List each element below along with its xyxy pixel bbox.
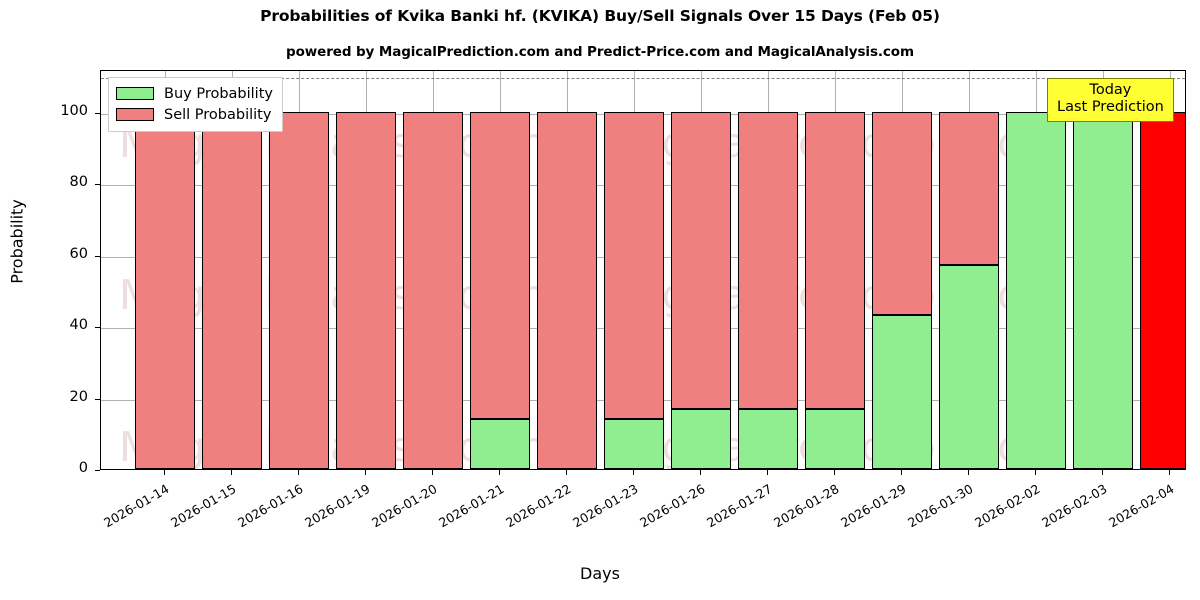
- bar-segment-buy[interactable]: [804, 409, 865, 469]
- bar-segment-buy[interactable]: [603, 419, 664, 469]
- bar-segment-buy[interactable]: [1005, 111, 1066, 469]
- bar-group[interactable]: [201, 71, 262, 469]
- x-axis-tick-mark: [901, 470, 902, 475]
- bar-segment-sell[interactable]: [938, 111, 999, 266]
- x-axis-tick-mark: [767, 470, 768, 475]
- bar-segment-sell[interactable]: [268, 111, 329, 469]
- bar-segment-buy[interactable]: [737, 409, 798, 469]
- x-axis-tick-mark: [1169, 470, 1170, 475]
- bar-segment-sell[interactable]: [201, 111, 262, 469]
- bar-segment-sell[interactable]: [469, 111, 530, 419]
- chart-subtitle: powered by MagicalPrediction.com and Pre…: [286, 44, 914, 60]
- bar-group[interactable]: [871, 71, 932, 469]
- bar-segment-sell[interactable]: [134, 111, 195, 469]
- x-axis-tick-mark: [700, 470, 701, 475]
- x-axis-tick-mark: [298, 470, 299, 475]
- y-axis-tick-label: 20: [69, 388, 88, 405]
- y-axis-tick-label: 100: [60, 102, 88, 119]
- x-axis-tick-mark: [164, 470, 165, 475]
- y-axis-tick-label: 80: [69, 174, 88, 191]
- bar-segment-buy[interactable]: [670, 409, 731, 469]
- y-axis-tick-mark: [95, 112, 100, 114]
- y-axis-tick-mark: [95, 184, 100, 186]
- x-axis-tick-mark: [432, 470, 433, 475]
- x-axis-tick-mark: [834, 470, 835, 475]
- x-axis-tick-mark: [968, 470, 969, 475]
- bar-group[interactable]: [1072, 71, 1133, 469]
- bar-group[interactable]: [737, 71, 798, 469]
- chart-legend: Buy Probability Sell Probability: [108, 77, 283, 132]
- legend-label-sell: Sell Probability: [164, 106, 272, 123]
- legend-item-sell: Sell Probability: [116, 104, 273, 125]
- bar-group[interactable]: [134, 71, 195, 469]
- bar-group[interactable]: [335, 71, 396, 469]
- bar-segment-buy[interactable]: [871, 315, 932, 469]
- today-annotation: Today Last Prediction: [1047, 78, 1174, 123]
- bar-group[interactable]: [536, 71, 597, 469]
- bar-segment-sell[interactable]: [536, 111, 597, 469]
- bar-group[interactable]: [1139, 71, 1185, 469]
- x-axis-tick-mark: [499, 470, 500, 475]
- x-axis-tick-mark: [1035, 470, 1036, 475]
- legend-item-buy: Buy Probability: [116, 83, 273, 104]
- x-axis-tick-mark: [1102, 470, 1103, 475]
- y-axis-label: Probability: [7, 199, 27, 284]
- bar-segment-buy[interactable]: [469, 419, 530, 469]
- x-axis-tick-mark: [633, 470, 634, 475]
- bar-segment-buy[interactable]: [938, 265, 999, 469]
- y-axis-tick-mark: [95, 327, 100, 329]
- y-axis-tick-label: 0: [78, 460, 88, 476]
- y-axis-tick-mark: [95, 255, 100, 257]
- y-axis-tick-label: 60: [69, 245, 88, 262]
- y-axis-tick-mark: [95, 470, 100, 471]
- bar-group[interactable]: [670, 71, 731, 469]
- bar-segment-sell[interactable]: [402, 111, 463, 469]
- x-axis-label: Days: [580, 564, 620, 583]
- bar-group[interactable]: [938, 71, 999, 469]
- x-axis-tick-mark: [365, 470, 366, 475]
- bar-group[interactable]: [469, 71, 530, 469]
- bar-group[interactable]: [402, 71, 463, 469]
- x-axis-tick-mark: [231, 470, 232, 475]
- bar-group[interactable]: [1005, 71, 1066, 469]
- legend-swatch-sell: [116, 108, 154, 121]
- today-annotation-line2: Last Prediction: [1057, 99, 1164, 116]
- y-axis-tick-mark: [95, 398, 100, 400]
- y-axis-tick-label: 40: [69, 317, 88, 334]
- threshold-line: [101, 78, 1185, 80]
- bar-group[interactable]: [804, 71, 865, 469]
- bar-segment-buy[interactable]: [1072, 111, 1133, 469]
- legend-swatch-buy: [116, 87, 154, 100]
- legend-label-buy: Buy Probability: [164, 85, 273, 102]
- bar-segment-sell[interactable]: [871, 111, 932, 316]
- bar-group[interactable]: [268, 71, 329, 469]
- bar-group[interactable]: [603, 71, 664, 469]
- bar-segment-sell[interactable]: [335, 111, 396, 469]
- x-axis-tick-mark: [566, 470, 567, 475]
- chart-title: Probabilities of Kvika Banki hf. (KVIKA)…: [260, 7, 940, 25]
- bar-segment-sell[interactable]: [670, 111, 731, 410]
- bar-segment-sell[interactable]: [603, 111, 664, 419]
- bar-segment-today[interactable]: [1139, 111, 1185, 469]
- bar-segment-sell[interactable]: [804, 111, 865, 410]
- bar-segment-sell[interactable]: [737, 111, 798, 410]
- today-annotation-line1: Today: [1089, 82, 1132, 98]
